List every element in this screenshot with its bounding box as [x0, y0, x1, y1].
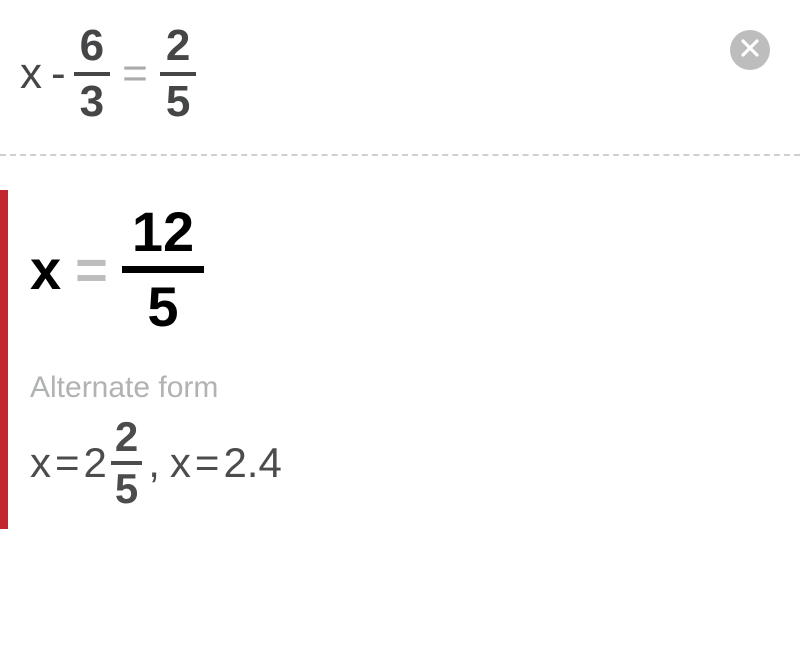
close-icon: [740, 38, 760, 63]
solution-equals: =: [67, 237, 116, 302]
fraction-2-over-5: 2 5: [160, 22, 196, 126]
numerator: 2: [111, 415, 142, 459]
solution-variable: x: [30, 237, 61, 302]
equation-variable: x: [20, 49, 43, 99]
alt-variable: x: [30, 439, 51, 487]
fraction-6-over-3: 6 3: [74, 22, 110, 126]
denominator: 5: [160, 78, 196, 126]
fraction-bar: [74, 72, 110, 76]
decimal-value: 2.4: [223, 439, 281, 487]
alternate-form-label: Alternate form: [30, 371, 800, 405]
alt-equals: =: [55, 439, 80, 487]
denominator: 5: [137, 277, 188, 337]
numerator: 12: [122, 202, 204, 262]
fraction-bar: [122, 266, 204, 273]
equals-sign: =: [116, 49, 154, 99]
close-button[interactable]: [730, 30, 770, 70]
denominator: 5: [111, 467, 142, 511]
separator: ,: [146, 439, 166, 487]
input-equation: x - 6 3 = 2 5: [20, 22, 770, 126]
mixed-whole: 2: [84, 439, 107, 487]
minus-sign: -: [49, 49, 68, 99]
numerator: 2: [160, 22, 196, 70]
solution-section: x = 12 5 Alternate form x = 2 2 5 , x = …: [0, 190, 800, 529]
alt-equals-2: =: [195, 439, 220, 487]
solution-equation: x = 12 5: [30, 202, 800, 337]
fraction-bar: [160, 72, 196, 76]
alt-variable-2: x: [170, 439, 191, 487]
alternate-forms: x = 2 2 5 , x = 2.4: [30, 415, 800, 511]
fraction-12-over-5: 12 5: [122, 202, 204, 337]
section-divider: [0, 154, 800, 156]
mixed-fraction: 2 5: [111, 415, 142, 511]
numerator: 6: [74, 22, 110, 70]
input-equation-section: x - 6 3 = 2 5: [0, 0, 800, 154]
denominator: 3: [74, 78, 110, 126]
